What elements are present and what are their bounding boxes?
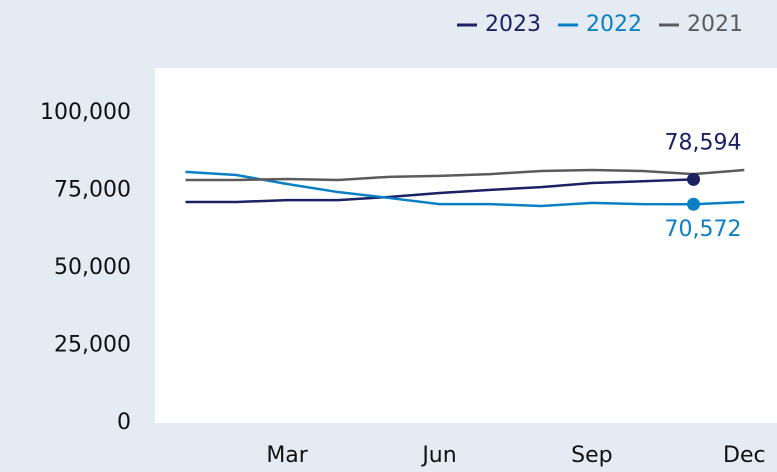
- legend-label: 2021: [687, 12, 743, 37]
- data-label: 78,594: [665, 130, 742, 155]
- line-2023: [185, 178, 694, 204]
- y-tick-label: 0: [117, 410, 131, 435]
- x-tick-label: Dec: [723, 443, 766, 468]
- y-tick-label: 100,000: [40, 100, 131, 125]
- x-tick-label: Mar: [266, 443, 308, 468]
- data-label: 70,572: [665, 217, 742, 242]
- line-2021: [185, 168, 745, 182]
- end-point: [687, 172, 700, 186]
- x-tick-label: Jun: [420, 443, 456, 468]
- legend-label: 2022: [586, 12, 642, 37]
- end-point: [687, 197, 700, 211]
- y-tick-label: 75,000: [54, 178, 131, 203]
- x-tick-label: Sep: [571, 443, 612, 468]
- y-tick-label: 50,000: [54, 255, 131, 280]
- line-2022: [185, 170, 745, 208]
- legend-label: 2023: [485, 12, 541, 37]
- y-tick-label: 25,000: [54, 333, 131, 358]
- plot-area: [155, 68, 777, 423]
